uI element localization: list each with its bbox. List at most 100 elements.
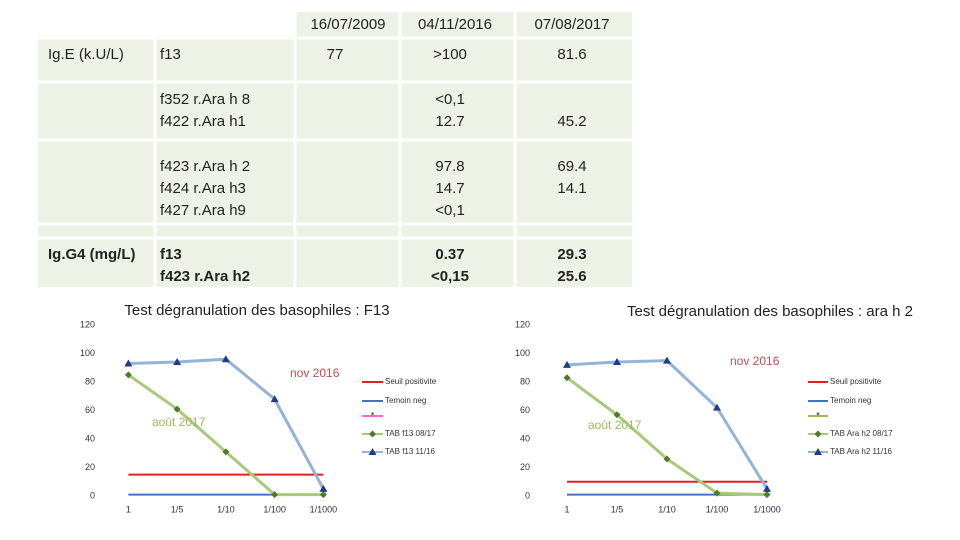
results-table	[38, 12, 632, 287]
y-tick-label: 40	[85, 433, 95, 443]
table-background	[38, 12, 632, 287]
table-corner	[155, 12, 295, 36]
marker	[173, 358, 182, 366]
x-tick-label: 1/100	[706, 504, 729, 514]
result: <0,15	[431, 268, 469, 285]
marker	[368, 448, 377, 455]
group-label: Ig.G4 (mg/L)	[48, 246, 136, 263]
marker: *	[816, 410, 820, 420]
y-tick-label: 100	[80, 348, 95, 358]
result: <0,1	[435, 91, 465, 108]
result: 25.6	[557, 268, 586, 285]
chart-title: Test dégranulation des basophiles : ara …	[627, 303, 913, 320]
x-tick-label: 1	[126, 504, 131, 514]
marker	[271, 491, 279, 499]
result: 29.3	[557, 246, 586, 263]
marker	[763, 491, 771, 499]
analyte: f352 r.Ara h 8	[160, 91, 250, 108]
y-tick-label: 80	[520, 376, 530, 386]
marker	[713, 489, 721, 497]
result: 97.8	[435, 158, 464, 175]
x-tick-label: 1/5	[171, 504, 184, 514]
x-tick-label: 1/5	[611, 504, 624, 514]
marker	[663, 455, 671, 463]
date-header: 07/08/2017	[534, 16, 609, 33]
legend-label: TAB Ara h2 11/16	[830, 447, 893, 456]
line-chart: Test dégranulation des basophiles : ara …	[515, 303, 913, 514]
marker	[222, 448, 230, 456]
result: 14.7	[435, 180, 464, 197]
analyte: f13	[160, 246, 182, 263]
result: 45.2	[557, 113, 586, 130]
marker	[319, 484, 328, 492]
y-tick-label: 100	[515, 348, 530, 358]
marker	[663, 356, 671, 364]
x-tick-label: 1	[564, 504, 569, 514]
marker	[713, 403, 721, 411]
legend-label: Temoin neg	[830, 396, 871, 405]
analyte: f427 r.Ara h9	[160, 202, 246, 219]
x-tick-label: 1/10	[658, 504, 676, 514]
analyte: f423 r.Ara h2	[160, 268, 250, 285]
y-tick-label: 0	[90, 490, 95, 500]
marker	[270, 395, 279, 403]
annotation: nov 2016	[730, 354, 780, 368]
result: 12.7	[435, 113, 464, 130]
y-tick-label: 120	[80, 319, 95, 329]
annotation: août 2017	[152, 415, 206, 429]
legend-label: TAB f13 11/16	[385, 447, 436, 456]
result: 77	[327, 46, 344, 63]
analyte: f13	[160, 46, 181, 63]
result: 0.37	[435, 246, 464, 263]
marker	[814, 448, 822, 455]
marker	[319, 491, 327, 499]
marker	[221, 355, 230, 363]
chart-title: Test dégranulation des basophiles : F13	[124, 302, 389, 319]
table-grid	[38, 12, 632, 287]
y-tick-label: 80	[85, 376, 95, 386]
legend-label: TAB Ara h2 08/17	[830, 429, 893, 438]
date-header: 16/07/2009	[310, 16, 385, 33]
group-label: Ig.E (k.U/L)	[48, 46, 124, 63]
y-tick-label: 0	[525, 490, 530, 500]
y-tick-label: 60	[520, 405, 530, 415]
y-tick-label: 60	[85, 405, 95, 415]
marker	[563, 374, 571, 382]
line-chart: Test dégranulation des basophiles : F13 0…	[80, 302, 437, 514]
analyte: f424 r.Ara h3	[160, 180, 246, 197]
x-tick-label: 1/100	[263, 504, 286, 514]
marker	[814, 430, 822, 438]
result: >100	[433, 46, 467, 63]
y-tick-label: 40	[520, 433, 530, 443]
x-tick-label: 1/10	[217, 504, 235, 514]
legend-label: Seuil positivite	[385, 377, 437, 386]
legend-label: Temoin neg	[385, 396, 426, 405]
annotation: août 2017	[588, 418, 642, 432]
y-tick-label: 120	[515, 319, 530, 329]
annotation: nov 2016	[290, 366, 340, 380]
y-tick-label: 20	[85, 462, 95, 472]
result: 81.6	[557, 46, 586, 63]
marker	[124, 359, 133, 367]
legend-label: TAB f13 08/17	[385, 429, 436, 438]
marker	[763, 484, 771, 492]
x-tick-label: 1/1000	[310, 504, 338, 514]
marker: *	[371, 410, 375, 420]
y-tick-label: 20	[520, 462, 530, 472]
marker	[613, 358, 621, 366]
x-tick-label: 1/1000	[753, 504, 781, 514]
analyte: f423 r.Ara h 2	[160, 158, 250, 175]
marker	[563, 360, 571, 368]
marker	[173, 405, 181, 413]
result: <0,1	[435, 202, 465, 219]
date-header: 04/11/2016	[418, 16, 492, 33]
marker	[613, 411, 621, 419]
table-corner	[38, 12, 155, 36]
legend-label: Seuil positivite	[830, 377, 882, 386]
result: 69.4	[557, 158, 586, 175]
marker	[124, 371, 132, 379]
result: 14.1	[557, 180, 586, 197]
series-line	[566, 376, 768, 497]
marker	[369, 430, 376, 438]
